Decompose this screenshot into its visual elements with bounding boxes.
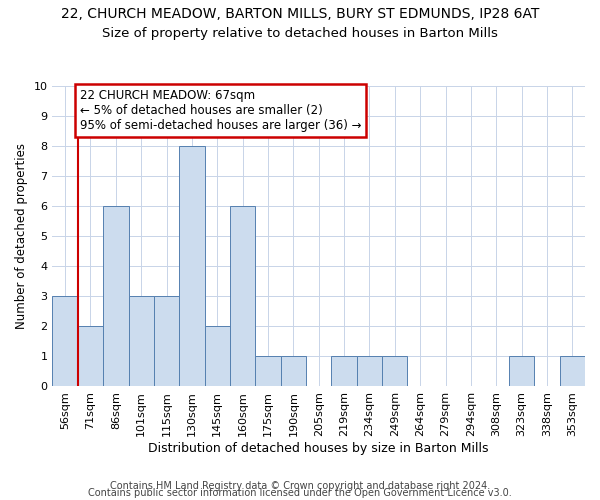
Bar [154,296,179,386]
Bar [103,206,128,386]
Text: Contains HM Land Registry data © Crown copyright and database right 2024.: Contains HM Land Registry data © Crown c… [110,481,490,491]
Y-axis label: Number of detached properties: Number of detached properties [15,143,28,329]
Bar [128,296,154,386]
Bar [205,326,230,386]
Bar [331,356,357,386]
Bar [52,296,78,386]
Bar [357,356,382,386]
Bar [509,356,534,386]
X-axis label: Distribution of detached houses by size in Barton Mills: Distribution of detached houses by size … [148,442,489,455]
Bar [560,356,585,386]
Bar [256,356,281,386]
Text: 22 CHURCH MEADOW: 67sqm
← 5% of detached houses are smaller (2)
95% of semi-deta: 22 CHURCH MEADOW: 67sqm ← 5% of detached… [80,89,361,132]
Text: Size of property relative to detached houses in Barton Mills: Size of property relative to detached ho… [102,28,498,40]
Text: 22, CHURCH MEADOW, BARTON MILLS, BURY ST EDMUNDS, IP28 6AT: 22, CHURCH MEADOW, BARTON MILLS, BURY ST… [61,8,539,22]
Bar [281,356,306,386]
Bar [78,326,103,386]
Bar [382,356,407,386]
Bar [179,146,205,386]
Text: Contains public sector information licensed under the Open Government Licence v3: Contains public sector information licen… [88,488,512,498]
Bar [230,206,256,386]
